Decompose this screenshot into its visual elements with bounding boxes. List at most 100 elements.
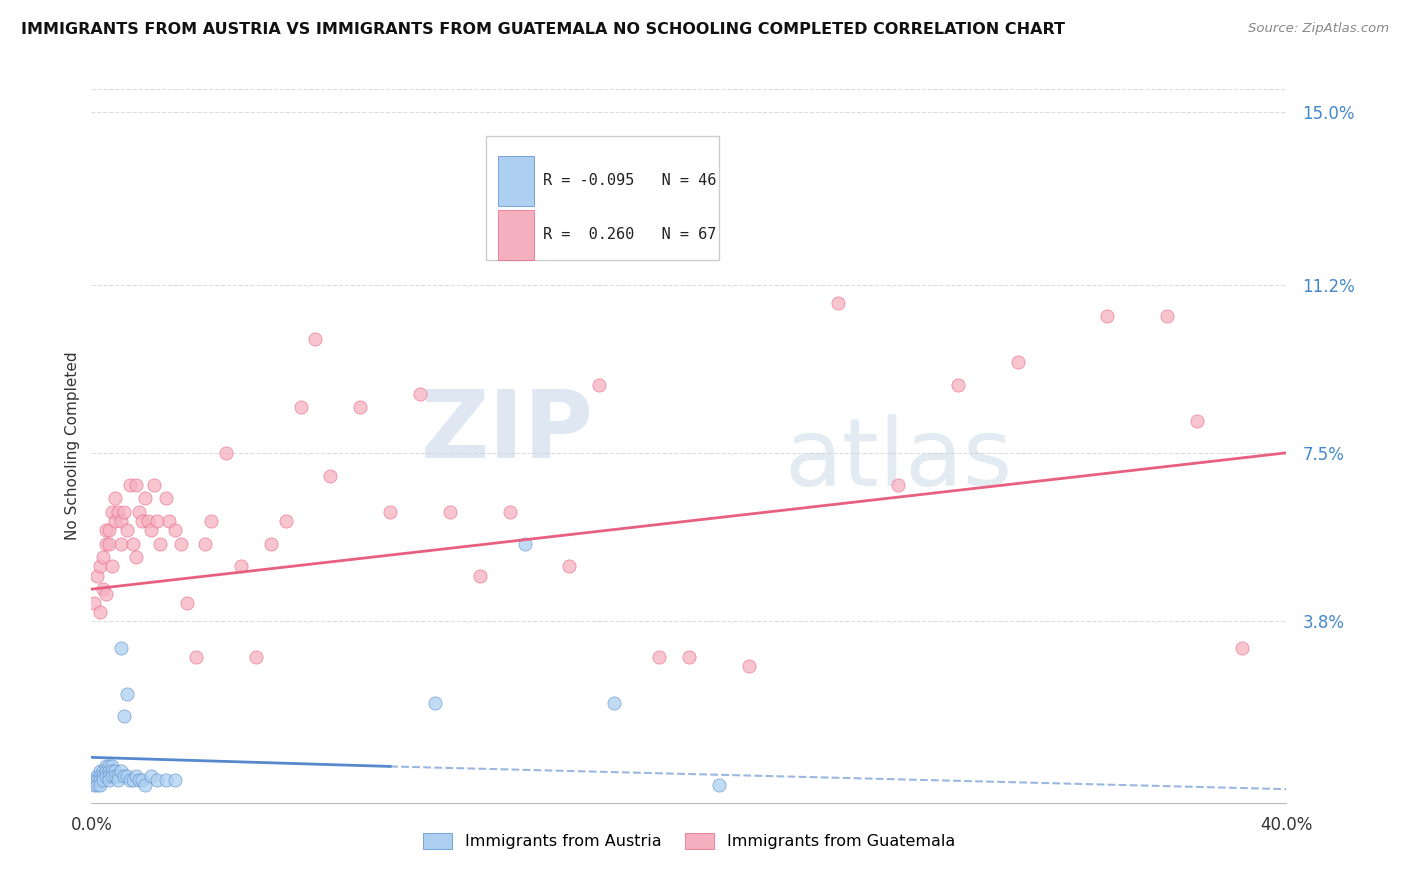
Point	[163, 523, 186, 537]
Point	[194, 537, 217, 551]
Point	[229, 559, 252, 574]
Point	[125, 550, 148, 565]
Point	[499, 505, 522, 519]
Legend: Immigrants from Austria, Immigrants from Guatemala: Immigrants from Austria, Immigrants from…	[416, 826, 962, 855]
Point	[558, 559, 581, 574]
Point	[96, 537, 118, 551]
Point	[409, 386, 432, 401]
Point	[176, 596, 198, 610]
Point	[101, 764, 124, 778]
Point	[89, 768, 111, 782]
Text: ZIP: ZIP	[420, 385, 593, 478]
Point	[887, 477, 910, 491]
Point	[468, 568, 491, 582]
Point	[648, 650, 671, 665]
Point	[115, 523, 138, 537]
Point	[128, 773, 150, 788]
Point	[1185, 414, 1208, 428]
Point	[349, 401, 371, 415]
Point	[96, 764, 118, 778]
Point	[112, 505, 135, 519]
Point	[101, 505, 124, 519]
Point	[149, 537, 172, 551]
Point	[131, 514, 153, 528]
Point	[120, 773, 142, 788]
Point	[104, 768, 127, 782]
Point	[304, 332, 326, 346]
Text: IMMIGRANTS FROM AUSTRIA VS IMMIGRANTS FROM GUATEMALA NO SCHOOLING COMPLETED CORR: IMMIGRANTS FROM AUSTRIA VS IMMIGRANTS FR…	[21, 22, 1066, 37]
Text: R =  0.260   N = 67: R = 0.260 N = 67	[543, 227, 717, 242]
Point	[157, 514, 180, 528]
Point	[89, 764, 111, 778]
Point	[86, 768, 108, 782]
Point	[125, 768, 148, 782]
Point	[122, 537, 145, 551]
Point	[136, 514, 159, 528]
Point	[380, 505, 402, 519]
Point	[98, 523, 121, 537]
Point	[737, 659, 759, 673]
Text: Source: ZipAtlas.com: Source: ZipAtlas.com	[1249, 22, 1389, 36]
Point	[245, 650, 267, 665]
Point	[678, 650, 700, 665]
Point	[319, 468, 342, 483]
Point	[588, 377, 610, 392]
Point	[290, 401, 312, 415]
Point	[104, 764, 127, 778]
Point	[134, 491, 156, 506]
Point	[110, 641, 132, 656]
Point	[141, 523, 163, 537]
Point	[146, 773, 169, 788]
Point	[163, 773, 186, 788]
Point	[107, 768, 129, 782]
Point	[707, 778, 730, 792]
Y-axis label: No Schooling Completed: No Schooling Completed	[65, 351, 80, 541]
Point	[125, 477, 148, 491]
Point	[98, 764, 121, 778]
Point	[98, 759, 121, 773]
Point	[1007, 355, 1029, 369]
Point	[131, 773, 153, 788]
Point	[93, 768, 115, 782]
Point	[98, 773, 121, 788]
Point	[89, 773, 111, 788]
Point	[946, 377, 969, 392]
Point	[134, 778, 156, 792]
Point	[122, 773, 145, 788]
Point	[86, 568, 108, 582]
Point	[93, 773, 115, 788]
Point	[1097, 310, 1119, 324]
Text: atlas: atlas	[785, 414, 1012, 507]
Point	[170, 537, 193, 551]
Point	[83, 773, 105, 788]
Point	[86, 778, 108, 792]
Point	[96, 768, 118, 782]
Point	[827, 295, 849, 310]
Point	[86, 773, 108, 788]
Point	[215, 446, 238, 460]
Point	[155, 491, 177, 506]
Point	[423, 696, 446, 710]
FancyBboxPatch shape	[498, 210, 534, 260]
Point	[93, 550, 115, 565]
Point	[93, 582, 115, 597]
Point	[101, 759, 124, 773]
Point	[89, 559, 111, 574]
Point	[96, 587, 118, 601]
Point	[83, 596, 105, 610]
Point	[98, 768, 121, 782]
Point	[200, 514, 222, 528]
FancyBboxPatch shape	[498, 156, 534, 206]
Text: R = -0.095   N = 46: R = -0.095 N = 46	[543, 173, 717, 188]
Point	[110, 514, 132, 528]
Point	[155, 773, 177, 788]
Point	[603, 696, 626, 710]
Point	[115, 687, 138, 701]
Point	[115, 768, 138, 782]
Point	[83, 778, 105, 792]
Point	[141, 768, 163, 782]
Point	[93, 764, 115, 778]
Point	[104, 491, 127, 506]
Point	[112, 768, 135, 782]
Point	[439, 505, 461, 519]
